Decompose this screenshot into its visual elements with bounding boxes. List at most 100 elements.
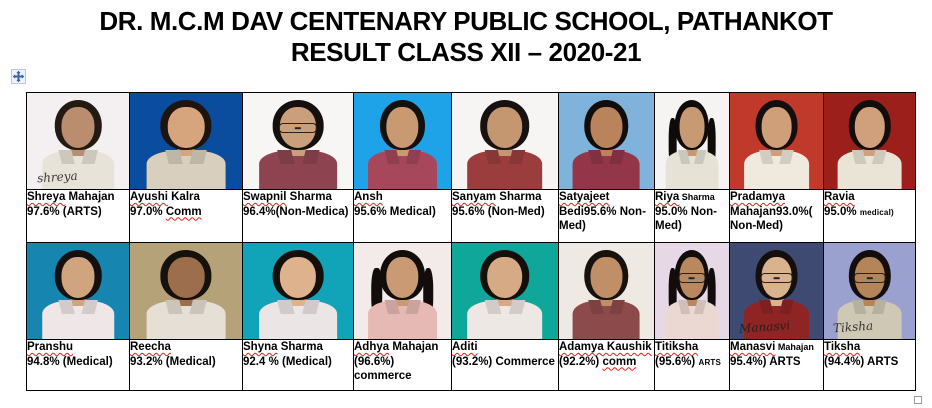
detail-small: ARTS — [698, 357, 722, 367]
hair-strand — [371, 267, 382, 318]
student-name-rest: Kalra — [167, 191, 200, 203]
torso — [665, 150, 719, 189]
hair-strand — [423, 267, 434, 318]
torso — [259, 300, 337, 339]
collar — [301, 299, 319, 315]
portrait-figure — [568, 244, 646, 339]
face — [487, 257, 523, 298]
face — [590, 257, 623, 298]
hair-strand — [668, 267, 677, 318]
misspelled-word: Satyajeet — [559, 191, 610, 203]
student-caption: Aditi (93.2%) Commerce — [452, 340, 558, 369]
caption-cell: Reecha 93.2% (Medical) — [129, 339, 243, 391]
student-caption: Pranshu 94.8% (Medical) — [27, 340, 129, 369]
glasses-icon — [760, 272, 793, 284]
face — [167, 257, 205, 298]
misspelled-word: Pradamya — [730, 191, 785, 203]
student-detail: Mahajan93.0%( Non-Med) — [730, 205, 813, 233]
student-photo — [824, 93, 915, 189]
photo-cell — [558, 92, 655, 190]
detail-main: 97.0% — [130, 205, 166, 218]
photo-cell — [242, 242, 354, 340]
student-photo — [130, 93, 242, 189]
portrait-figure — [140, 94, 232, 189]
student-name-rest: Mahajan — [65, 191, 115, 203]
torso — [259, 150, 337, 189]
portrait-figure — [462, 94, 549, 189]
glasses-icon — [853, 272, 886, 284]
student-name: Pranshu — [27, 340, 129, 355]
student-name-rest: Mahajan — [775, 342, 814, 352]
face — [167, 107, 205, 148]
table-row-captions: Shreya Mahajan 97.6% (ARTS) Ayushi Kalra 97… — [26, 189, 916, 243]
caption-cell: Sanyam Sharma 95.6% (Non-Med) — [451, 189, 559, 243]
student-caption: Titiksha (95.6%) ARTS — [655, 340, 729, 370]
photo-cell — [654, 242, 730, 340]
student-photo: Tiksha — [824, 243, 915, 339]
student-caption: Manasvi Mahajan 95.4%) ARTS — [730, 340, 823, 369]
caption-cell: Satyajeet Bedi95.6% Non-Med) — [558, 189, 655, 243]
table-move-handle-icon[interactable] — [11, 69, 26, 84]
collar — [301, 149, 319, 165]
student-name-rest: Sharma — [679, 192, 715, 202]
misspelled-word: Riya — [655, 191, 680, 203]
photo-cell: Tiksha — [823, 242, 916, 340]
photo-cell — [242, 92, 354, 190]
student-photo: shreya — [27, 93, 129, 189]
misspelled-word: Ayushi — [130, 191, 168, 203]
photo-cell — [729, 92, 824, 190]
caption-cell: Titiksha (95.6%) ARTS — [654, 339, 730, 391]
student-detail: 97.0% Comm — [130, 205, 242, 220]
caption-cell: Riya Sharma 95.0% Non-Med) — [654, 189, 730, 243]
portrait-figure — [662, 244, 723, 339]
student-photo — [730, 93, 823, 189]
student-name: Sanyam Sharma — [452, 190, 558, 205]
misspelled-word: Adhya — [354, 341, 390, 353]
torso — [665, 300, 719, 339]
student-name: Ravia — [824, 190, 915, 205]
face — [386, 257, 419, 298]
misspelled-word: Manasvi — [730, 341, 776, 353]
misspelled-word: Ravia — [824, 191, 855, 203]
title-line-2: RESULT CLASS XII – 2020-21 — [290, 37, 642, 67]
caption-cell: Manasvi Mahajan 95.4%) ARTS — [729, 339, 824, 391]
torso — [368, 300, 437, 339]
portrait-figure — [363, 244, 443, 339]
student-detail: (95.6%) ARTS — [655, 355, 729, 371]
torso — [42, 300, 114, 339]
student-name: Adamya Kaushik — [559, 340, 654, 355]
student-name-rest: Sharma — [496, 191, 542, 203]
caption-cell: Ansh 95.6% Medical) — [353, 189, 452, 243]
student-caption: Riya Sharma 95.0% Non-Med) — [655, 190, 729, 234]
misspelled-word: Ansh — [354, 191, 383, 203]
portrait-figure — [253, 244, 343, 339]
student-name: Swapnil Sharma — [243, 190, 353, 205]
torso — [467, 150, 543, 189]
table-row-photos: shreya — [26, 92, 916, 190]
face — [61, 257, 95, 298]
photo-cell — [129, 242, 243, 340]
student-name: Shyna Sharma — [243, 340, 353, 355]
glasses-icon — [278, 122, 318, 134]
student-caption: Adhya Mahajan (96.6%) commerce — [354, 340, 451, 384]
face — [679, 107, 705, 148]
face — [279, 257, 317, 298]
glasses-icon — [678, 272, 706, 284]
misspelled-word: Shreya — [27, 191, 66, 203]
student-name: Riya Sharma — [655, 190, 729, 205]
table-resize-handle-icon[interactable] — [914, 396, 922, 404]
student-photo — [354, 243, 451, 339]
caption-cell: Tiksha (94.4%) ARTS — [823, 339, 916, 391]
portrait-figure — [462, 244, 549, 339]
student-detail: 95.0% Non-Med) — [655, 205, 717, 233]
result-table-wrapper: shreya Shreya Mahajan 97.6% (ARTS) Ayushi K… — [26, 92, 916, 391]
student-photo — [452, 93, 558, 189]
student-name: Shreya Mahajan — [27, 190, 129, 205]
caption-cell: Aditi (93.2%) Commerce — [451, 339, 559, 391]
caption-cell: Pranshu 94.8% (Medical) — [26, 339, 130, 391]
student-detail: 95.4%) ARTS — [730, 355, 801, 368]
student-detail: (93.2%) Commerce — [452, 355, 555, 368]
student-detail: (96.6%) commerce — [354, 355, 412, 383]
student-detail: 95.6% (Non-Med) — [452, 205, 545, 218]
student-detail: 94.8% (Medical) — [27, 355, 113, 368]
